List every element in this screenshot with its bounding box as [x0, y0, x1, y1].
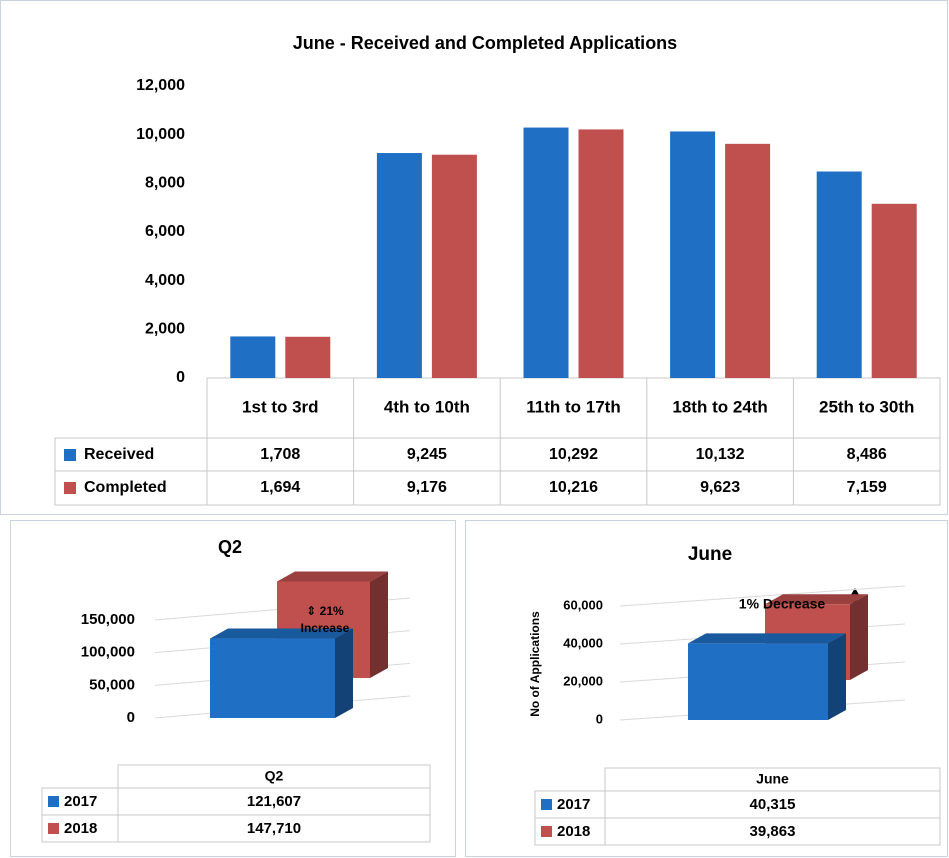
y-tick-label: 100,000 — [81, 644, 135, 661]
legend-label: Completed — [84, 479, 167, 496]
legend-label: 2017 — [557, 796, 590, 813]
chart-title: June - Received and Completed Applicatio… — [293, 33, 677, 53]
table-cell — [41, 814, 431, 843]
legend-swatch — [64, 482, 76, 494]
legend-swatch — [64, 449, 76, 461]
y-tick-label: 0 — [596, 711, 603, 726]
annotation: Increase — [301, 621, 350, 635]
x-tick-label: June — [756, 771, 789, 787]
bar — [688, 643, 828, 720]
bar — [431, 154, 477, 378]
data-label: 121,607 — [247, 793, 301, 810]
table-cell — [534, 817, 941, 846]
data-label: 147,710 — [247, 820, 301, 837]
x-tick-label: 18th to 24th — [672, 397, 767, 416]
annotation: 1% Decrease — [739, 596, 826, 612]
x-tick-label: 25th to 30th — [819, 397, 914, 416]
table-cell — [534, 790, 941, 819]
data-label: 1,694 — [260, 479, 300, 496]
bar — [578, 129, 624, 378]
y-tick-label: 6,000 — [145, 223, 185, 240]
y-tick-label: 0 — [127, 709, 135, 726]
table-cell — [41, 787, 431, 816]
bar-side — [335, 628, 353, 718]
x-tick-label: 1st to 3rd — [242, 397, 319, 416]
data-label: 7,159 — [847, 479, 887, 496]
y-tick-label: 8,000 — [145, 175, 185, 192]
data-label: 9,245 — [407, 446, 447, 463]
grid-line — [619, 585, 906, 607]
bar — [230, 336, 276, 378]
bar — [376, 153, 422, 378]
data-label: 1,708 — [260, 446, 300, 463]
q2-panel — [10, 520, 456, 857]
chart-title: Q2 — [218, 537, 242, 557]
top-panel — [0, 0, 948, 515]
bar-side — [850, 594, 868, 680]
bar — [523, 127, 569, 378]
annotation: ⇕ 21% — [306, 604, 344, 618]
bar — [871, 203, 917, 378]
legend-label: 2018 — [557, 823, 590, 840]
data-label: 39,863 — [750, 823, 796, 840]
x-tick-label: 4th to 10th — [384, 397, 470, 416]
y-tick-label: 20,000 — [563, 673, 603, 688]
x-tick-label: 11th to 17th — [526, 397, 620, 416]
y-tick-label: 4,000 — [145, 272, 185, 289]
bar-side — [370, 571, 388, 678]
y-axis-title: No of Applications — [528, 611, 542, 717]
bar-top — [688, 633, 846, 644]
data-label: 9,623 — [700, 479, 740, 496]
y-tick-label: 40,000 — [563, 635, 603, 650]
chart-title: June — [688, 544, 732, 565]
data-label: 40,315 — [750, 796, 796, 813]
y-tick-label: 12,000 — [136, 77, 185, 94]
data-label: 10,216 — [549, 479, 598, 496]
legend-label: Received — [84, 446, 154, 463]
data-label: 8,486 — [847, 446, 887, 463]
y-tick-label: 150,000 — [81, 611, 135, 628]
legend-swatch — [48, 823, 59, 834]
legend-swatch — [48, 796, 59, 807]
legend-swatch — [541, 826, 552, 837]
bar — [725, 143, 771, 378]
bar-top — [765, 594, 868, 605]
data-label: 9,176 — [407, 479, 447, 496]
y-tick-label: 2,000 — [145, 321, 185, 338]
y-tick-label: 60,000 — [563, 597, 603, 612]
y-tick-label: 50,000 — [89, 676, 135, 693]
legend-label: 2017 — [64, 793, 97, 810]
x-tick-label: Q2 — [265, 768, 284, 784]
bar-side — [828, 633, 846, 720]
bar-top — [277, 571, 388, 582]
bar — [670, 131, 716, 378]
bar-top — [210, 628, 353, 639]
data-label: 10,292 — [549, 446, 598, 463]
bar — [285, 336, 331, 378]
legend-label: 2018 — [64, 820, 97, 837]
june-panel — [465, 520, 948, 857]
data-label: 10,132 — [696, 446, 745, 463]
bar — [210, 638, 335, 718]
y-tick-label: 10,000 — [136, 126, 185, 143]
y-tick-label: 0 — [176, 369, 185, 386]
legend-swatch — [541, 799, 552, 810]
bar — [816, 171, 862, 378]
